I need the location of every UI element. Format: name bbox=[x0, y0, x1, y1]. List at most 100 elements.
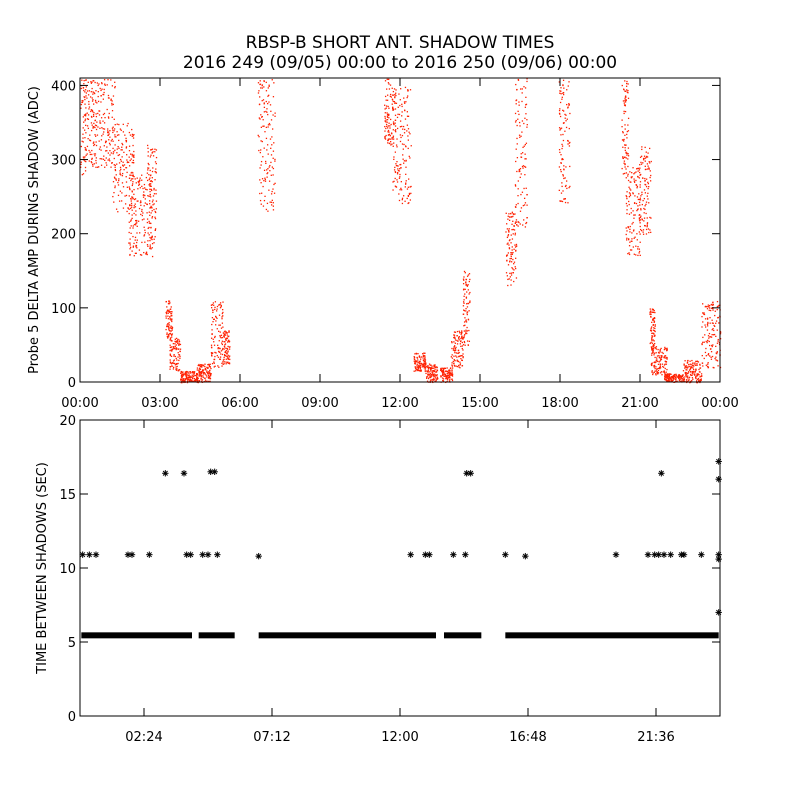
amplitude-point bbox=[210, 337, 213, 339]
amplitude-point bbox=[651, 332, 653, 335]
amplitude-point bbox=[464, 324, 466, 326]
amplitude-point bbox=[652, 351, 654, 353]
amplitude-point bbox=[569, 165, 571, 168]
amplitude-point bbox=[386, 127, 389, 129]
amplitude-point bbox=[132, 235, 134, 238]
interval-point bbox=[698, 551, 705, 558]
amplitude-point bbox=[211, 304, 213, 306]
amplitude-point bbox=[626, 91, 629, 93]
amplitude-point bbox=[185, 376, 188, 378]
amplitude-point bbox=[561, 182, 563, 184]
amplitude-point bbox=[685, 366, 687, 369]
amplitude-point bbox=[81, 101, 84, 104]
amplitude-point bbox=[436, 369, 439, 372]
amplitude-point bbox=[664, 377, 666, 380]
amplitude-point bbox=[116, 152, 118, 154]
amplitude-point bbox=[202, 372, 205, 374]
amplitude-point bbox=[658, 357, 661, 359]
amplitude-point bbox=[130, 179, 132, 182]
amplitude-point bbox=[385, 127, 387, 130]
amplitude-point bbox=[463, 276, 465, 278]
amplitude-point bbox=[135, 182, 137, 184]
amplitude-point bbox=[221, 365, 223, 367]
amplitude-point bbox=[684, 376, 686, 378]
amplitude-point bbox=[80, 87, 83, 90]
amplitude-point bbox=[110, 140, 113, 142]
amplitude-point bbox=[270, 193, 273, 195]
amplitude-point bbox=[216, 305, 219, 308]
amplitude-point bbox=[641, 191, 643, 193]
amplitude-point bbox=[93, 153, 95, 155]
amplitude-point bbox=[399, 99, 401, 101]
amplitude-point bbox=[687, 375, 689, 377]
amplitude-point bbox=[564, 198, 566, 200]
amplitude-point bbox=[118, 179, 120, 182]
amplitude-point bbox=[100, 95, 102, 97]
amplitude-point bbox=[426, 365, 428, 367]
amplitude-point bbox=[421, 366, 423, 368]
amplitude-point bbox=[104, 83, 106, 85]
amplitude-point bbox=[128, 177, 131, 179]
amplitude-point bbox=[524, 202, 527, 204]
amplitude-point bbox=[688, 363, 690, 366]
amplitude-point bbox=[632, 210, 634, 212]
amplitude-point bbox=[457, 352, 459, 355]
amplitude-point bbox=[187, 379, 190, 381]
amplitude-point bbox=[386, 78, 388, 81]
amplitude-point bbox=[197, 373, 199, 376]
amplitude-point bbox=[171, 319, 173, 321]
amplitude-point bbox=[688, 369, 691, 371]
amplitude-point bbox=[270, 161, 272, 164]
amplitude-point bbox=[641, 203, 643, 206]
amplitude-point bbox=[112, 95, 115, 97]
amplitude-point bbox=[716, 308, 718, 311]
amplitude-point bbox=[150, 149, 153, 151]
amplitude-point bbox=[201, 369, 204, 372]
amplitude-point bbox=[196, 377, 198, 379]
amplitude-point bbox=[258, 136, 260, 138]
amplitude-point bbox=[654, 311, 656, 314]
amplitude-point bbox=[422, 365, 425, 367]
amplitude-point bbox=[633, 229, 635, 231]
amplitude-point bbox=[135, 222, 137, 225]
amplitude-point bbox=[260, 114, 262, 116]
amplitude-point bbox=[633, 181, 636, 183]
amplitude-point bbox=[453, 336, 455, 339]
amplitude-point bbox=[686, 367, 689, 369]
amplitude-point bbox=[130, 172, 132, 174]
amplitude-point bbox=[424, 359, 426, 361]
amplitude-point bbox=[563, 110, 565, 112]
amplitude-point bbox=[466, 285, 469, 287]
amplitude-point bbox=[523, 145, 525, 147]
amplitude-point bbox=[710, 351, 713, 353]
amplitude-point bbox=[398, 170, 400, 172]
amplitude-point bbox=[152, 151, 154, 153]
amplitude-point bbox=[664, 376, 666, 378]
amplitude-point bbox=[640, 163, 643, 165]
amplitude-point bbox=[447, 377, 450, 379]
amplitude-point bbox=[391, 133, 393, 135]
amplitude-point bbox=[221, 349, 224, 351]
amplitude-point bbox=[692, 367, 694, 369]
amplitude-point bbox=[690, 366, 693, 369]
amplitude-point bbox=[526, 193, 528, 196]
amplitude-point bbox=[681, 375, 683, 377]
amplitude-point bbox=[178, 339, 180, 341]
amplitude-point bbox=[524, 166, 527, 168]
amplitude-point bbox=[121, 172, 124, 175]
amplitude-point bbox=[453, 334, 455, 336]
amplitude-point bbox=[657, 363, 660, 365]
amplitude-point bbox=[655, 370, 657, 372]
interval-point bbox=[450, 551, 457, 558]
amplitude-point bbox=[179, 350, 181, 353]
amplitude-point bbox=[145, 253, 147, 255]
amplitude-point bbox=[211, 347, 213, 349]
amplitude-point bbox=[206, 376, 208, 378]
amplitude-point bbox=[711, 344, 713, 347]
amplitude-point bbox=[148, 234, 150, 236]
amplitude-point bbox=[394, 96, 396, 98]
amplitude-point bbox=[114, 164, 116, 167]
amplitude-point bbox=[219, 356, 222, 358]
amplitude-point bbox=[103, 88, 105, 91]
amplitude-point bbox=[401, 198, 403, 201]
